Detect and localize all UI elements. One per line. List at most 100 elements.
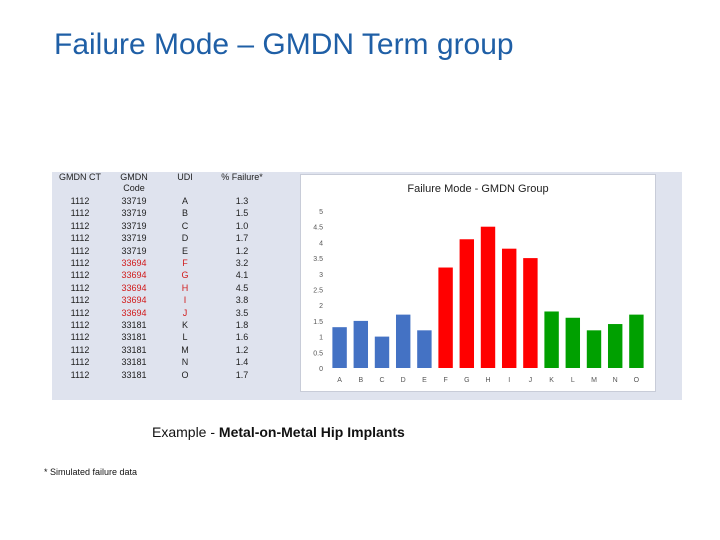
y-tick-label: 4.5 — [313, 225, 323, 232]
cell-gmdn-ct: 1112 — [70, 258, 90, 268]
cell-gmdn-ct: 1112 — [70, 233, 90, 244]
x-tick-label: B — [358, 377, 363, 384]
cell-pct-failure: 1.2 — [235, 245, 249, 256]
cell-gmdn-ct: 1112 — [70, 245, 90, 256]
x-tick-label: D — [401, 377, 406, 384]
caption: Example - Metal-on-Metal Hip Implants — [152, 424, 405, 440]
bar-A — [332, 327, 347, 368]
cell-pct-failure: 1.7 — [235, 369, 249, 380]
cell-gmdn-code: 33181 — [121, 320, 147, 330]
bar-G — [459, 239, 475, 368]
x-tick-label: I — [508, 377, 510, 384]
x-tick-label: K — [549, 377, 554, 384]
cell-pct-failure: 1.5 — [235, 208, 249, 219]
cell-pct-failure: 3.2 — [235, 258, 249, 268]
x-tick-label: F — [443, 377, 447, 384]
x-tick-label: M — [591, 377, 597, 384]
x-tick-label: L — [571, 377, 575, 384]
cell-gmdn-code: 33181 — [121, 357, 147, 368]
table-row: 1112 33694 I 3.8 — [52, 294, 296, 306]
chart-title: Failure Mode - GMDN Group — [407, 183, 549, 195]
cell-pct-failure: 1.7 — [235, 233, 249, 244]
x-tick-label: J — [529, 377, 533, 384]
cell-pct-failure: 4.1 — [235, 270, 249, 281]
cell-udi: L — [182, 332, 188, 343]
cell-gmdn-code: 33694 — [121, 307, 147, 318]
cell-gmdn-code: 33719 — [121, 245, 147, 256]
cell-pct-failure: 1.8 — [235, 320, 249, 330]
bar-O — [629, 314, 644, 368]
x-tick-label: N — [613, 377, 618, 384]
cell-gmdn-code: 33719 — [121, 233, 147, 244]
cell-gmdn-code: 33694 — [121, 270, 147, 281]
x-tick-label: E — [422, 377, 427, 384]
x-tick-label: A — [337, 377, 342, 384]
bar-B — [353, 320, 369, 368]
cell-gmdn-ct: 1112 — [70, 196, 90, 206]
cell-gmdn-ct: 1112 — [70, 332, 90, 343]
cell-pct-failure: 1.2 — [235, 344, 249, 355]
bar-N — [607, 324, 623, 368]
footnote: * Simulated failure data — [44, 467, 138, 477]
cell-gmdn-ct: 1112 — [70, 307, 90, 318]
header-gmdn-ct: GMDN CT — [59, 172, 101, 182]
cell-pct-failure: 3.5 — [235, 307, 249, 318]
cell-udi: M — [181, 344, 189, 355]
header-pct-failure: % Failure* — [221, 172, 263, 182]
cell-gmdn-ct: 1112 — [70, 357, 90, 368]
table-row: 1112 33181 N 1.4 — [52, 356, 296, 368]
table-row: 1112 33181 O 1.7 — [52, 369, 296, 381]
table-row: 1112 33694 F 3.2 — [52, 257, 296, 269]
y-tick-label: 2 — [319, 303, 323, 310]
table-row: 1112 33719 E 1.2 — [52, 245, 296, 257]
cell-udi: D — [181, 233, 189, 244]
cell-gmdn-code: 33181 — [121, 369, 147, 380]
cell-gmdn-ct: 1112 — [70, 282, 90, 293]
cell-gmdn-ct: 1112 — [70, 208, 90, 219]
x-tick-label: H — [485, 377, 490, 384]
cell-udi: F — [182, 258, 188, 268]
cell-gmdn-code: 33694 — [121, 295, 147, 306]
cell-udi: G — [181, 270, 189, 281]
cell-gmdn-ct: 1112 — [70, 369, 90, 380]
table-row: 1112 33694 J 3.5 — [52, 307, 296, 319]
table-row: 1112 33181 K 1.8 — [52, 319, 296, 331]
x-tick-label: O — [634, 377, 640, 384]
y-tick-label: 3 — [319, 272, 323, 279]
y-tick-label: 3.5 — [313, 256, 323, 263]
bar-chart: 0 0.5 1 1.5 2 2.5 3 3.5 4 4.5 5 A B C D E F G H I J K L M N O — [313, 209, 644, 384]
caption-subject: Metal-on-Metal Hip Implants — [218, 424, 405, 440]
caption-prefix: Example - — [152, 424, 219, 440]
cell-udi: E — [181, 245, 188, 256]
bar-I — [501, 248, 517, 368]
cell-pct-failure: 1.4 — [235, 357, 249, 368]
bar-J — [523, 258, 538, 368]
y-tick-label: 4 — [319, 240, 323, 247]
y-tick-label: 0 — [319, 366, 323, 373]
chart-area: Failure Mode - GMDN Group 0 0.5 1 1.5 2 2.5 3 3… — [300, 174, 656, 392]
bar-M — [586, 330, 602, 368]
cell-gmdn-code: 33694 — [121, 282, 147, 293]
cell-pct-failure: 1.6 — [235, 332, 249, 343]
cell-udi: H — [181, 282, 189, 293]
x-tick-label: G — [464, 377, 469, 384]
table-row: 1112 33181 L 1.6 — [52, 331, 296, 343]
y-tick-label: 5 — [319, 209, 323, 216]
cell-udi: J — [182, 307, 188, 318]
cell-gmdn-code: 33181 — [121, 344, 147, 355]
cell-gmdn-ct: 1112 — [70, 220, 90, 231]
table-row: 1112 33694 H 4.5 — [52, 282, 296, 294]
cell-gmdn-code: 33181 — [121, 332, 147, 343]
cell-udi: I — [183, 295, 187, 306]
table-row: 1112 33719 D 1.7 — [52, 232, 296, 244]
cell-gmdn-code: 33694 — [121, 258, 147, 268]
bar-D — [395, 314, 411, 368]
cell-udi: A — [181, 196, 188, 206]
cell-gmdn-code: 33719 — [121, 220, 147, 231]
cell-gmdn-ct: 1112 — [70, 270, 90, 281]
bar-C — [374, 336, 390, 368]
header-udi: UDI — [177, 172, 193, 182]
header-gmdn-code: GMDN Code — [120, 172, 148, 193]
y-tick-label: 0.5 — [313, 350, 323, 357]
table-row: 1112 33719 A 1.3 — [52, 195, 296, 207]
